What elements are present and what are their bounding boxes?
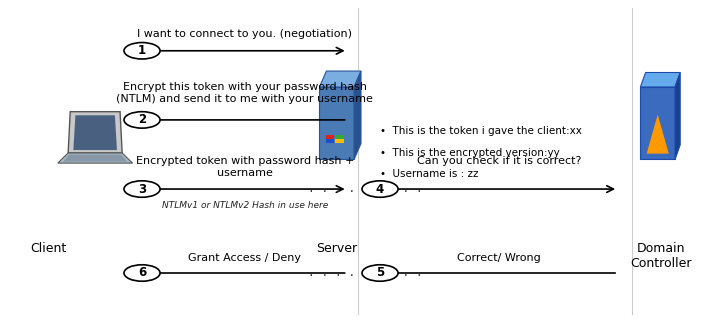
Text: I want to connect to you. (negotiation): I want to connect to you. (negotiation) [138, 29, 353, 40]
Circle shape [362, 265, 398, 281]
Text: •  This is the encrypted version:yy: • This is the encrypted version:yy [380, 148, 560, 158]
Text: . . . . . . . . .: . . . . . . . . . [308, 184, 423, 194]
Text: 1: 1 [138, 44, 146, 57]
Polygon shape [354, 71, 361, 159]
Text: Can you check if it is correct?: Can you check if it is correct? [417, 156, 581, 166]
Polygon shape [641, 87, 675, 159]
Text: 2: 2 [138, 114, 146, 126]
Polygon shape [319, 87, 354, 159]
Polygon shape [335, 135, 344, 139]
Polygon shape [335, 139, 344, 143]
Text: Client: Client [30, 242, 67, 255]
Circle shape [124, 42, 160, 59]
Polygon shape [58, 153, 132, 163]
Circle shape [124, 265, 160, 281]
Polygon shape [675, 72, 681, 159]
Text: Encrypted token with password hash +
username: Encrypted token with password hash + use… [135, 156, 354, 178]
Text: •  Username is : zz: • Username is : zz [380, 169, 479, 179]
Text: . . . . . . . . .: . . . . . . . . . [308, 268, 423, 278]
Text: •  This is the token i gave the client:xx: • This is the token i gave the client:xx [380, 126, 582, 136]
Polygon shape [647, 115, 669, 154]
Polygon shape [319, 71, 361, 87]
Polygon shape [68, 112, 122, 153]
Text: 5: 5 [376, 267, 384, 280]
Circle shape [362, 181, 398, 197]
Text: Domain
Controller: Domain Controller [631, 242, 692, 270]
Circle shape [124, 181, 160, 197]
Polygon shape [326, 135, 334, 139]
Text: Grant Access / Deny: Grant Access / Deny [188, 253, 301, 263]
Text: 3: 3 [138, 183, 146, 196]
Text: NTLMv1 or NTLMv2 Hash in use here: NTLMv1 or NTLMv2 Hash in use here [161, 201, 328, 209]
Polygon shape [326, 139, 334, 143]
Text: Correct/ Wrong: Correct/ Wrong [457, 253, 541, 263]
Polygon shape [63, 154, 127, 162]
Polygon shape [73, 115, 117, 150]
Text: Encrypt this token with your password hash
(NTLM) and send it to me with your us: Encrypt this token with your password ha… [117, 82, 374, 104]
Polygon shape [641, 72, 681, 87]
Text: 6: 6 [138, 267, 146, 280]
Text: 4: 4 [376, 183, 384, 196]
Text: Server: Server [316, 242, 358, 255]
Circle shape [124, 112, 160, 128]
